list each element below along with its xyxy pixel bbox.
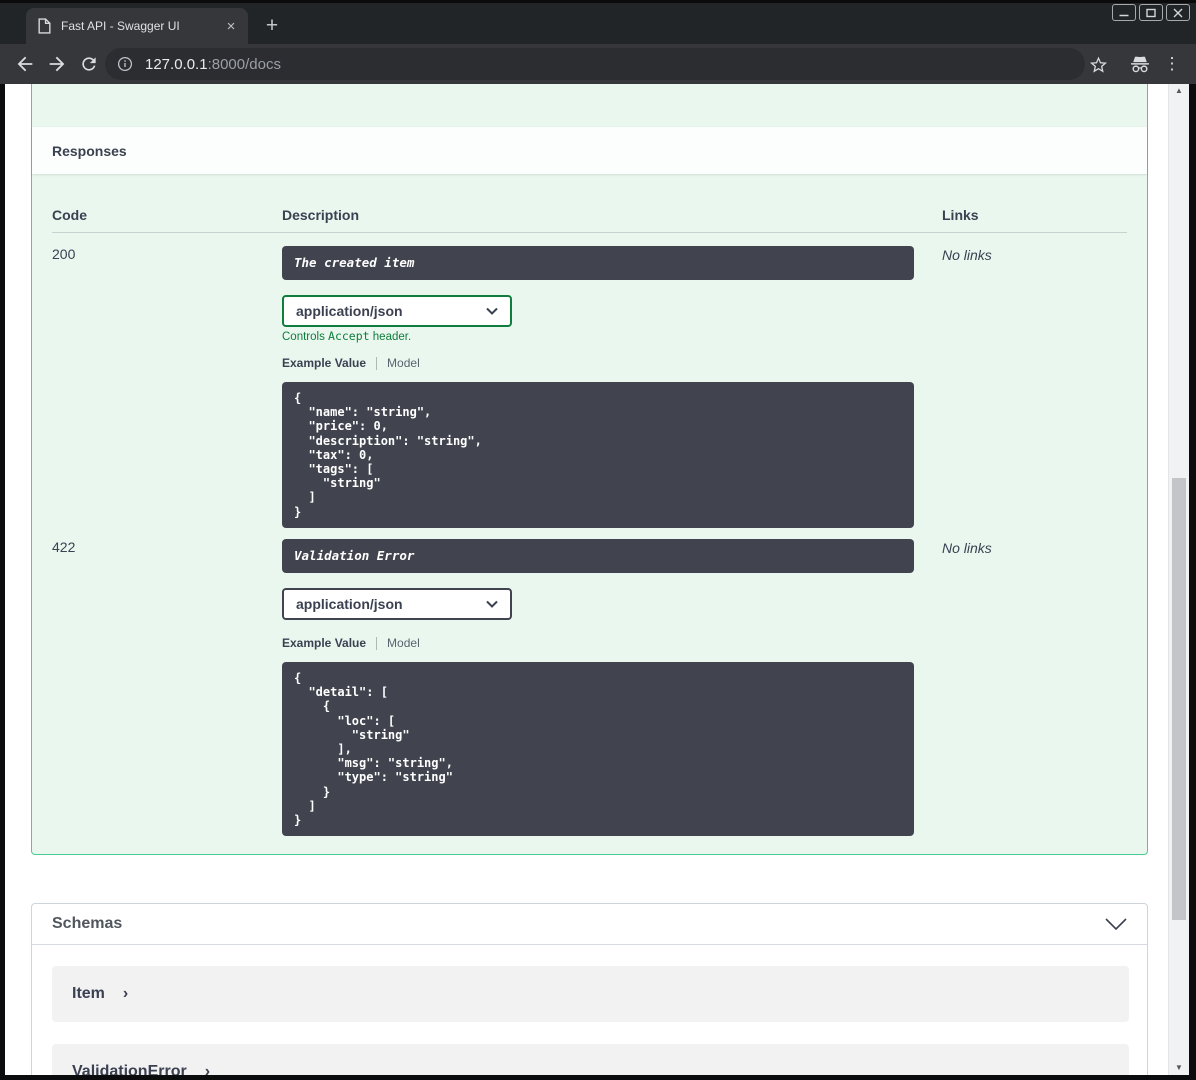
media-type-select-422[interactable]: application/json [282,588,512,620]
chevron-down-icon [1105,918,1127,930]
example-json-422: { "detail": [ { "loc": [ "string" ], "ms… [282,662,914,836]
column-header-description: Description [282,207,360,223]
browser-tab[interactable]: Fast API - Swagger UI × [26,8,248,44]
chevron-down-icon [486,307,498,315]
bookmark-star-icon[interactable] [1086,52,1110,76]
example-model-tabs-422: Example Value Model [282,636,420,650]
tab-close-icon[interactable]: × [226,17,236,35]
page-content: Responses Code Description Links 200 The… [5,84,1189,1075]
minimize-button[interactable] [1112,4,1136,21]
window-controls [1112,4,1190,21]
table-header-divider [52,232,1127,233]
chevron-down-icon [486,600,498,608]
column-header-links: Links [942,207,979,223]
opblock-responses: Responses Code Description Links 200 The… [31,84,1148,855]
back-icon[interactable] [13,52,37,76]
accept-header-note: Controls Accept header. [282,329,411,343]
media-type-select-200[interactable]: application/json [282,295,512,327]
page-favicon-icon [38,18,51,34]
incognito-icon[interactable] [1128,52,1152,76]
response-description-422: Validation Error [282,539,914,573]
window-frame-edge [0,0,1196,3]
chevron-right-icon: › [122,985,129,1002]
forward-icon[interactable] [45,52,69,76]
model-card-item[interactable]: Item › [52,966,1129,1022]
accept-note-suffix: header. [369,331,412,343]
browser-toolbar: 127.0.0.1:8000/docs ⋮ [0,44,1196,84]
example-json-422-text: { "detail": [ { "loc": [ "string" ], "ms… [294,671,453,828]
tab-model-422[interactable]: Model [387,636,420,650]
response-code-422: 422 [52,539,76,555]
tab-example-value-422[interactable]: Example Value [282,636,367,650]
close-button[interactable] [1166,4,1190,21]
responses-title: Responses [52,142,127,159]
schemas-header[interactable]: Schemas [32,904,1147,945]
response-links-200: No links [942,247,992,263]
responses-section-header: Responses [32,127,1147,174]
browser-titlebar: Fast API - Swagger UI × + [0,0,1196,44]
maximize-button[interactable] [1139,4,1163,21]
schemas-section: Schemas Item › ValidationError › [31,903,1148,1075]
scroll-up-icon[interactable]: ▲ [1175,86,1183,95]
tab-divider [376,636,378,650]
tab-example-value-200[interactable]: Example Value [282,356,367,370]
new-tab-button[interactable]: + [265,14,279,37]
tab-model-200[interactable]: Model [387,356,420,370]
example-model-tabs-200: Example Value Model [282,356,420,370]
accept-note-prefix: Controls [282,331,329,343]
model-name-validationerror: ValidationError [72,1063,187,1075]
reload-icon[interactable] [77,52,101,76]
url-path: :8000/docs [207,55,281,73]
vertical-scrollbar[interactable]: ▲ ▼ [1168,84,1189,1075]
schemas-title: Schemas [52,915,123,932]
tab-divider [376,356,378,370]
response-description-200: The created item [282,246,914,280]
media-type-value-422: application/json [296,596,403,612]
url-text: 127.0.0.1:8000/docs [145,56,281,73]
example-json-200-text: { "name": "string", "price": 0, "descrip… [294,391,482,519]
example-json-200: { "name": "string", "price": 0, "descrip… [282,382,914,528]
response-code-200: 200 [52,246,76,262]
scroll-down-icon[interactable]: ▼ [1175,1063,1183,1072]
response-links-422: No links [942,540,992,556]
chevron-right-icon: › [204,1063,211,1075]
browser-menu-icon[interactable]: ⋮ [1163,54,1181,73]
model-name-item: Item [72,985,105,1002]
url-host: 127.0.0.1 [145,55,208,73]
accept-note-code: Accept [328,329,370,343]
url-bar[interactable]: 127.0.0.1:8000/docs [105,48,1085,80]
tab-title: Fast API - Swagger UI [61,19,180,33]
media-type-value-200: application/json [296,303,403,319]
column-header-code: Code [52,207,87,223]
model-card-validationerror[interactable]: ValidationError › [52,1044,1129,1075]
site-info-icon[interactable] [117,56,133,72]
scrollbar-thumb[interactable] [1172,478,1186,920]
